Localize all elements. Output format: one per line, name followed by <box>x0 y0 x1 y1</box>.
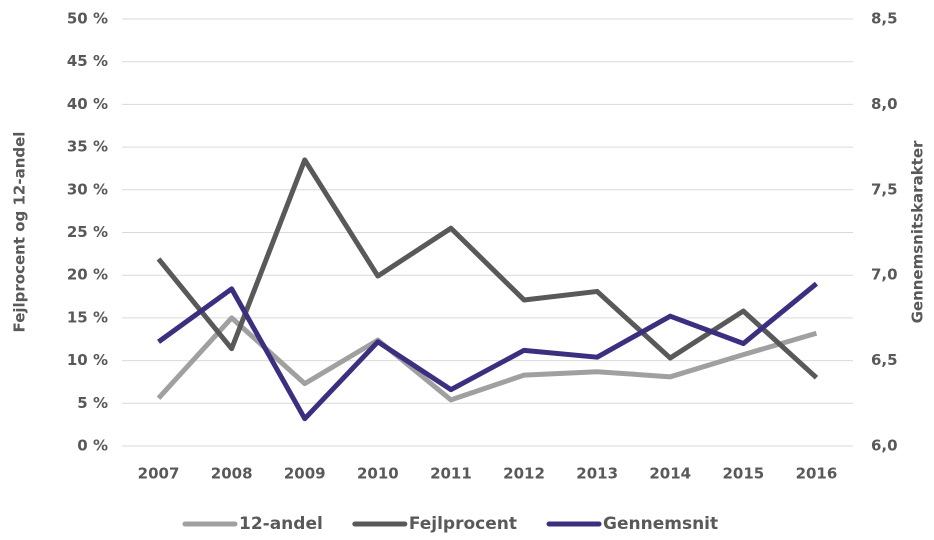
y-tick-label: 50 % <box>67 10 108 28</box>
x-tick-label: 2014 <box>649 465 691 483</box>
y-axis-label: Fejlprocent og 12-andel <box>11 132 29 333</box>
y-tick-label: 40 % <box>67 95 108 113</box>
y-tick-label: 20 % <box>67 266 108 284</box>
y2-tick-label: 6,0 <box>871 437 898 455</box>
x-tick-label: 2013 <box>576 465 618 483</box>
y-tick-label: 35 % <box>67 138 108 156</box>
legend-label: Fejlprocent <box>409 514 517 534</box>
y-tick-label: 0 % <box>77 437 108 455</box>
y2-tick-label: 7,5 <box>871 180 898 198</box>
x-tick-label: 2009 <box>284 465 326 483</box>
y2-tick-label: 8,0 <box>871 95 898 113</box>
y2-tick-label: 6,5 <box>871 351 898 369</box>
y2-tick-label: 8,5 <box>871 10 898 28</box>
y-tick-label: 30 % <box>67 180 108 198</box>
x-tick-label: 2012 <box>503 465 545 483</box>
x-tick-label: 2007 <box>138 465 180 483</box>
legend-label: Gennemsnit <box>603 514 718 534</box>
y-tick-label: 15 % <box>67 308 108 326</box>
y2-axis-label: Gennemsnitskarakter <box>909 140 927 323</box>
x-tick-label: 2011 <box>430 465 472 483</box>
y2-tick-label: 7,0 <box>871 266 898 284</box>
y-tick-label: 10 % <box>67 351 108 369</box>
y-tick-label: 25 % <box>67 223 108 241</box>
x-tick-label: 2010 <box>357 465 399 483</box>
line-series <box>157 281 819 422</box>
x-tick-label: 2016 <box>796 465 838 483</box>
legend-label: 12-andel <box>239 514 323 534</box>
x-tick-label: 2008 <box>211 465 253 483</box>
line-series <box>156 157 819 380</box>
x-tick-label: 2015 <box>722 465 764 483</box>
y-tick-label: 45 % <box>67 52 108 70</box>
y-tick-label: 5 % <box>77 394 108 412</box>
